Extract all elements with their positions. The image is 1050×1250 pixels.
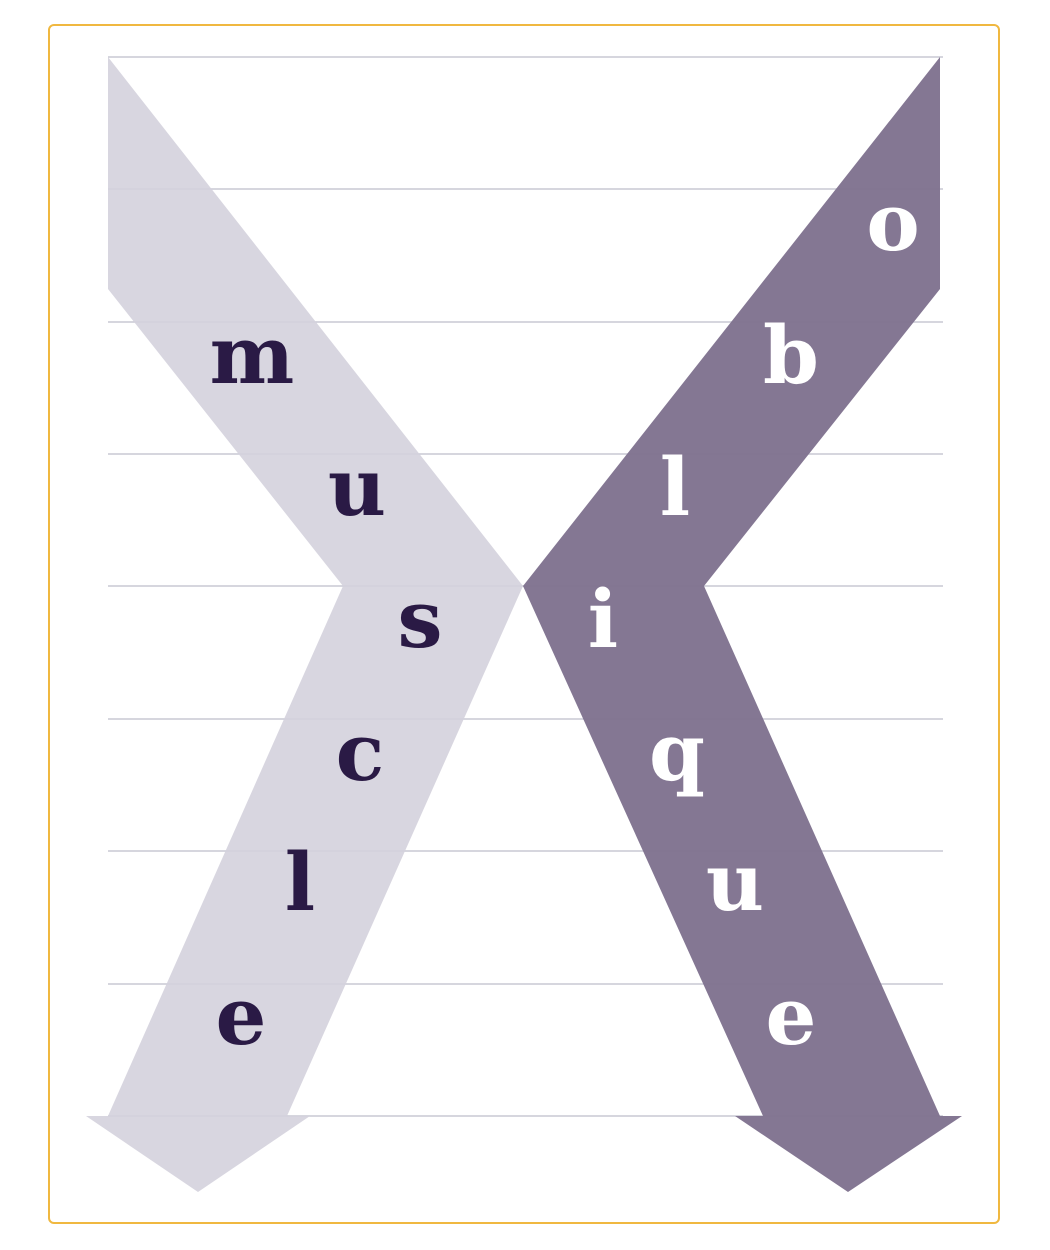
right-letter: b — [763, 308, 819, 402]
right-letter: l — [660, 440, 690, 534]
left-letter: e — [216, 969, 267, 1063]
right-letter: e — [766, 969, 817, 1063]
left-word: m u s c l e — [210, 308, 443, 1063]
left-letter: l — [285, 835, 315, 929]
left-letter: u — [328, 440, 386, 534]
right-letter: q — [649, 705, 705, 799]
right-word: o b l i q u e — [588, 175, 920, 1063]
left-arrow — [86, 57, 523, 1192]
right-letter: i — [588, 572, 618, 666]
right-letter: u — [706, 835, 764, 929]
right-arrow — [523, 57, 962, 1192]
left-letter: c — [336, 705, 385, 799]
left-letter: m — [210, 308, 295, 402]
left-letter: s — [397, 572, 442, 666]
right-letter: o — [866, 175, 919, 269]
